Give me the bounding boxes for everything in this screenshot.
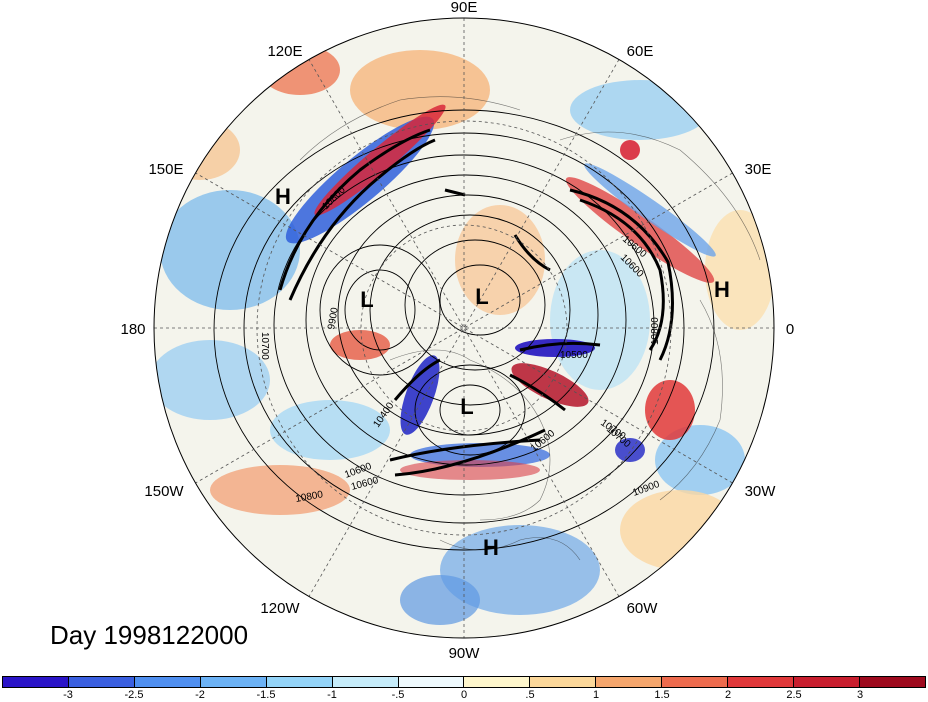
lon-label-0: 0	[786, 321, 794, 338]
contour-label: 10700	[259, 332, 270, 360]
colorbar-segment	[859, 677, 925, 687]
lon-label-30e: 30E	[745, 161, 772, 178]
colorbar-segment	[530, 677, 597, 687]
map-title: Day 1998122000	[50, 620, 249, 650]
map-boundary	[153, 17, 775, 639]
colorbar-segment	[266, 677, 333, 687]
pressure-centers: H H H L L L	[275, 184, 730, 560]
colorbar-label: .5	[525, 689, 535, 701]
colorbar-segment	[596, 677, 663, 687]
colorbar-label: 1	[592, 689, 600, 701]
colorbar-segment	[794, 677, 860, 687]
contour-label: 10800	[650, 317, 661, 345]
high-marker-siberia: H	[275, 184, 291, 209]
colorbar-segment	[464, 677, 531, 687]
low-marker-pacific: L	[360, 287, 373, 312]
lon-label-60e: 60E	[627, 43, 654, 60]
colorbar-label: -1.5	[256, 689, 276, 701]
low-marker-canada: L	[460, 394, 473, 419]
lon-label-120w: 120W	[260, 600, 300, 617]
lon-label-150e: 150E	[148, 161, 183, 178]
lon-label-60w: 60W	[627, 600, 659, 617]
lon-label-90e: 90E	[451, 0, 478, 16]
colorbar-label: 0	[460, 689, 468, 701]
lon-label-90w: 90W	[449, 645, 481, 662]
colorbar-segment	[3, 677, 69, 687]
colorbar-segment	[200, 677, 267, 687]
colorbar-segment	[398, 677, 465, 687]
colorbar-segment	[68, 677, 135, 687]
polar-map: 90E 60E 30E 0 30W 60W 90W 120W 150W 180 …	[120, 0, 794, 662]
colorbar-label: -1	[327, 689, 337, 701]
anomaly-field	[154, 18, 774, 638]
colorbar-label: 1.5	[654, 689, 670, 701]
jet-streams	[278, 128, 674, 477]
lon-label-180: 180	[120, 321, 145, 338]
colorbar-label: 3	[856, 689, 864, 701]
colorbar-segment	[662, 677, 729, 687]
longitude-labels: 90E 60E 30E 0 30W 60W 90W 120W 150W 180 …	[120, 0, 794, 662]
lon-label-120e: 120E	[267, 43, 302, 60]
colorbar-label: -2	[195, 689, 205, 701]
colorbar-segment	[332, 677, 399, 687]
high-marker-gulf: H	[483, 535, 499, 560]
colorbar-label: -.5	[391, 689, 405, 701]
colorbar-label: -2.5	[124, 689, 144, 701]
high-marker-africa: H	[714, 277, 730, 302]
low-marker-arctic: L	[475, 284, 488, 309]
contour-label: 10800	[295, 489, 325, 505]
graticule	[154, 18, 774, 638]
colorbar-label: 2.5	[786, 689, 802, 701]
lon-label-30w: 30W	[745, 483, 777, 500]
contour-label: 9900	[326, 306, 341, 330]
lon-label-150w: 150W	[144, 483, 184, 500]
colorbar-segment	[134, 677, 201, 687]
colorbar-segment	[728, 677, 795, 687]
colorbar	[2, 676, 926, 688]
contour-label: 10500	[560, 350, 588, 361]
colorbar-labels: -3 -2.5 -2 -1.5 -1 -.5 0 .5 1 1.5 2 2.5 3	[2, 689, 926, 702]
colorbar-label: -3	[63, 689, 73, 701]
colorbar-label: 2	[724, 689, 732, 701]
